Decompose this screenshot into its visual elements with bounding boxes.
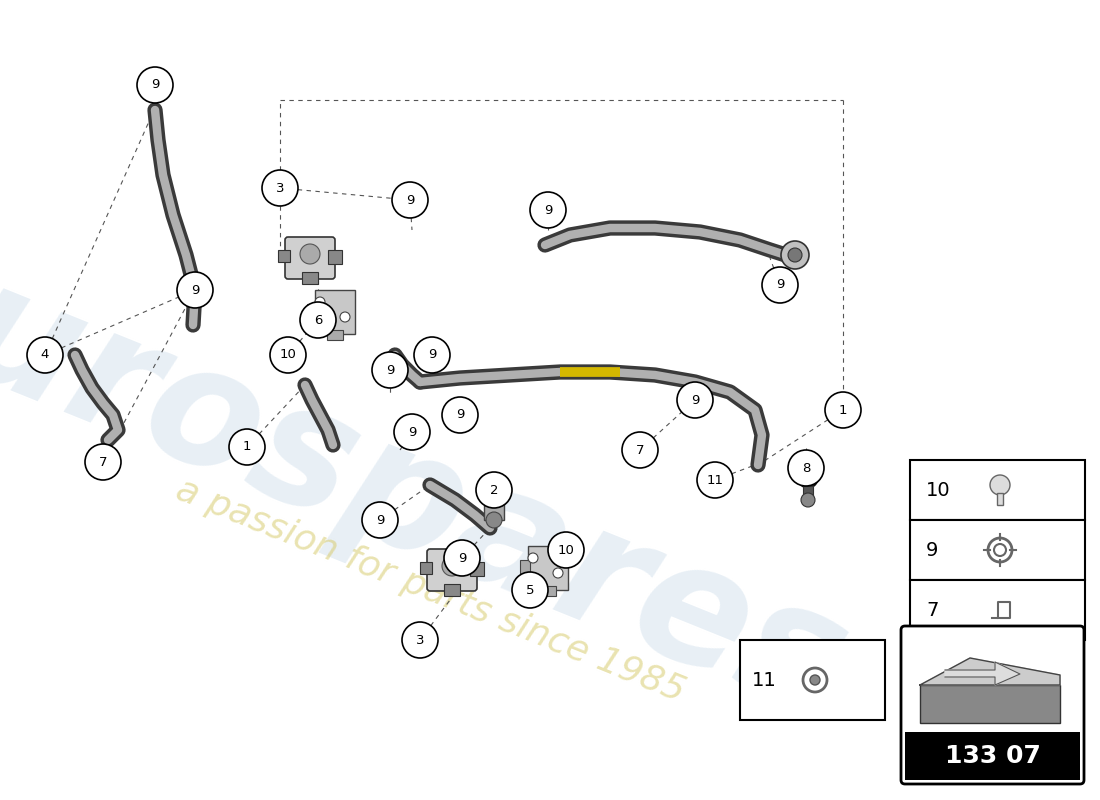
Text: 6: 6	[314, 314, 322, 326]
Text: 10: 10	[279, 349, 296, 362]
Bar	[540, 586, 556, 596]
Bar	[444, 584, 460, 596]
Circle shape	[340, 312, 350, 322]
Bar	[328, 250, 342, 264]
Text: 2: 2	[490, 483, 498, 497]
Text: 9: 9	[455, 409, 464, 422]
Text: 4: 4	[41, 349, 50, 362]
Circle shape	[262, 170, 298, 206]
Bar	[528, 546, 568, 590]
Bar	[997, 493, 1003, 505]
Text: 10: 10	[558, 543, 574, 557]
Bar	[315, 290, 355, 334]
Circle shape	[372, 352, 408, 388]
Text: 3: 3	[276, 182, 284, 194]
Text: 9: 9	[691, 394, 700, 406]
Text: 9: 9	[190, 283, 199, 297]
Text: 11: 11	[706, 474, 724, 486]
Text: 7: 7	[636, 443, 645, 457]
Circle shape	[444, 540, 480, 576]
Circle shape	[486, 482, 502, 498]
Circle shape	[362, 502, 398, 538]
Circle shape	[548, 532, 584, 568]
Circle shape	[530, 192, 566, 228]
Circle shape	[697, 462, 733, 498]
Bar	[484, 490, 504, 520]
Bar	[327, 330, 343, 340]
Bar	[910, 520, 1085, 580]
Text: 9: 9	[376, 514, 384, 526]
FancyBboxPatch shape	[427, 549, 477, 591]
Circle shape	[810, 675, 820, 685]
FancyBboxPatch shape	[901, 626, 1084, 784]
Text: 3: 3	[416, 634, 425, 646]
Text: 11: 11	[752, 670, 777, 690]
Circle shape	[476, 472, 512, 508]
Text: 9: 9	[428, 349, 437, 362]
Bar	[803, 486, 813, 500]
Circle shape	[138, 67, 173, 103]
Text: 9: 9	[543, 203, 552, 217]
Bar	[920, 685, 1060, 723]
Bar	[740, 640, 886, 720]
Circle shape	[315, 297, 324, 307]
Text: 10: 10	[926, 481, 950, 499]
Bar	[520, 560, 530, 576]
Circle shape	[788, 248, 802, 262]
FancyBboxPatch shape	[285, 237, 336, 279]
Circle shape	[781, 241, 808, 269]
Bar	[302, 272, 318, 284]
Text: 9: 9	[408, 426, 416, 438]
Text: 9: 9	[776, 278, 784, 291]
Circle shape	[414, 337, 450, 373]
Circle shape	[676, 382, 713, 418]
Text: 9: 9	[458, 551, 466, 565]
Circle shape	[788, 450, 824, 486]
Circle shape	[300, 302, 336, 338]
Circle shape	[528, 553, 538, 563]
Text: 9: 9	[386, 363, 394, 377]
Bar	[910, 460, 1085, 520]
Text: eurospares: eurospares	[0, 207, 869, 753]
Circle shape	[621, 432, 658, 468]
Bar	[420, 562, 432, 574]
Circle shape	[990, 475, 1010, 495]
Bar	[910, 580, 1085, 640]
Circle shape	[177, 272, 213, 308]
Circle shape	[762, 267, 798, 303]
Circle shape	[486, 512, 502, 528]
Circle shape	[442, 397, 478, 433]
Circle shape	[270, 337, 306, 373]
Bar	[470, 562, 484, 576]
Text: 8: 8	[802, 462, 811, 474]
Circle shape	[394, 414, 430, 450]
Circle shape	[553, 568, 563, 578]
Circle shape	[825, 392, 861, 428]
Text: 9: 9	[926, 541, 938, 559]
Text: 5: 5	[526, 583, 535, 597]
Text: 1: 1	[838, 403, 847, 417]
Text: 9: 9	[406, 194, 415, 206]
Polygon shape	[920, 658, 1060, 685]
Polygon shape	[945, 662, 1020, 685]
Text: 133 07: 133 07	[945, 744, 1041, 768]
Circle shape	[28, 337, 63, 373]
Circle shape	[229, 429, 265, 465]
Text: 1: 1	[243, 441, 251, 454]
Circle shape	[798, 468, 818, 488]
Circle shape	[392, 182, 428, 218]
Circle shape	[85, 444, 121, 480]
Bar	[905, 732, 1080, 780]
Circle shape	[300, 244, 320, 264]
Text: 7: 7	[99, 455, 108, 469]
Text: 9: 9	[151, 78, 160, 91]
Text: 7: 7	[926, 601, 938, 619]
Text: a passion for parts since 1985: a passion for parts since 1985	[170, 472, 690, 708]
Circle shape	[402, 622, 438, 658]
Circle shape	[801, 493, 815, 507]
Circle shape	[442, 556, 462, 576]
Bar	[307, 304, 317, 320]
Bar	[278, 250, 290, 262]
Circle shape	[512, 572, 548, 608]
